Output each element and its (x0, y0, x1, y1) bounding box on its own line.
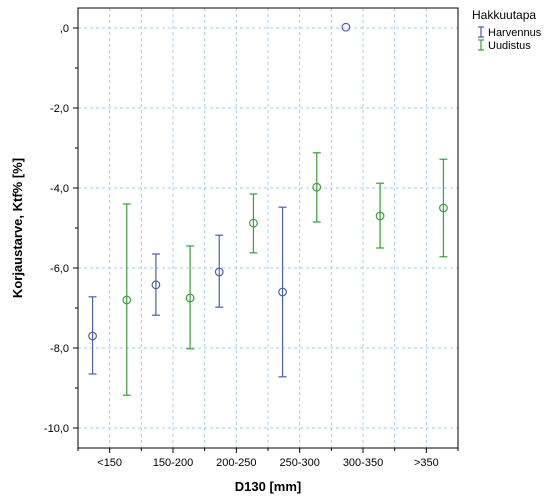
y-tick-label: -6,0 (50, 263, 69, 275)
mean-point (439, 203, 448, 213)
mean-point (185, 293, 195, 303)
mean-point (278, 287, 287, 297)
legend-label: Uudistus (488, 40, 531, 52)
x-tick-label: >350 (414, 457, 439, 469)
legend-item-harvennus: Harvennus (478, 26, 542, 39)
axes: ,0 -2,0 -4,0 -6,0 -8,0 -10,0 <150 150-200 200-25… (44, 7, 459, 469)
x-tick-label: 200-250 (216, 457, 256, 469)
y-tick-label: -10,0 (44, 423, 69, 435)
mean-point (151, 280, 161, 290)
y-tick-label: -4,0 (50, 183, 69, 195)
legend-title: Hakkuutapa (472, 8, 536, 22)
error-bar-uudistus-1 (185, 245, 195, 350)
error-bar-harvennus-0 (88, 296, 97, 375)
error-bar-uudistus-3 (312, 152, 322, 223)
legend-label: Harvennus (488, 27, 542, 39)
y-axis-title: Korjaustarve, Ktf% [%] (10, 158, 25, 298)
y-tick-label: -8,0 (50, 343, 69, 355)
error-bar-harvennus-1 (151, 253, 161, 316)
error-bar-harvennus-3 (278, 206, 287, 378)
x-tick-label: 250-300 (279, 457, 319, 469)
error-bar-uudistus-0 (122, 203, 132, 396)
mean-point (88, 331, 97, 341)
error-bar-uudistus-2 (249, 193, 258, 254)
y-tick-label: -2,0 (50, 103, 69, 115)
mean-point (122, 295, 132, 305)
y-tick-label: ,0 (60, 23, 69, 35)
x-tick-label: 150-200 (153, 457, 193, 469)
x-axis-title: D130 [mm] (235, 479, 301, 494)
legend-item-uudistus: Uudistus (478, 39, 531, 52)
x-tick-label: <150 (97, 457, 122, 469)
x-tick-label: 300-350 (343, 457, 383, 469)
chart-marks (88, 22, 448, 396)
error-bar-harvennus-4 (341, 22, 351, 32)
mean-point (312, 182, 322, 192)
grid (78, 8, 458, 448)
error-bar-uudistus-5 (439, 158, 448, 258)
error-bar-harvennus-2 (214, 234, 224, 308)
mean-point (214, 267, 224, 277)
error-bar-uudistus-4 (375, 182, 385, 249)
mean-point (375, 211, 385, 221)
mean-point (249, 218, 258, 228)
mean-point (341, 22, 351, 32)
